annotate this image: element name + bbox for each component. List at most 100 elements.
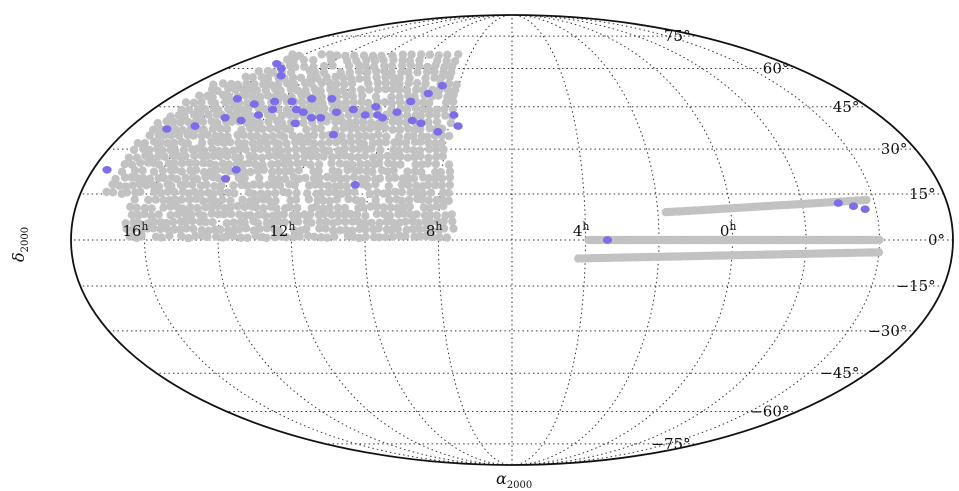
survey-point bbox=[424, 117, 433, 127]
survey-point bbox=[226, 196, 235, 206]
survey-point bbox=[218, 195, 227, 204]
survey-point bbox=[235, 210, 244, 219]
survey-point bbox=[255, 138, 265, 147]
survey-point bbox=[257, 153, 267, 162]
survey-point bbox=[412, 181, 421, 190]
highlight-point bbox=[327, 95, 337, 103]
survey-point bbox=[352, 210, 362, 219]
survey-point bbox=[207, 117, 216, 126]
survey-point bbox=[245, 151, 254, 161]
survey-point bbox=[255, 173, 264, 183]
survey-point bbox=[318, 131, 327, 140]
highlight-point bbox=[453, 122, 463, 130]
survey-point bbox=[240, 173, 249, 183]
survey-point bbox=[142, 181, 151, 190]
dec-tick-label: 60° bbox=[763, 60, 790, 78]
survey-point bbox=[387, 99, 396, 108]
survey-point bbox=[294, 51, 304, 60]
survey-point bbox=[305, 146, 314, 155]
survey-point bbox=[319, 152, 328, 161]
survey-point bbox=[395, 125, 405, 134]
survey-point bbox=[233, 202, 242, 211]
survey-point bbox=[324, 138, 334, 147]
survey-point bbox=[292, 188, 301, 198]
survey-point bbox=[434, 225, 444, 235]
survey-point bbox=[250, 79, 259, 89]
survey-point bbox=[312, 189, 321, 198]
survey-point bbox=[443, 50, 452, 60]
survey-point bbox=[423, 62, 432, 72]
ra-tick-label: 4h bbox=[573, 220, 590, 240]
survey-point bbox=[340, 80, 349, 89]
survey-point bbox=[389, 152, 399, 161]
survey-point bbox=[245, 197, 255, 206]
highlight-point bbox=[602, 236, 613, 244]
survey-point bbox=[417, 132, 426, 141]
survey-point bbox=[246, 131, 255, 141]
survey-point bbox=[166, 112, 175, 121]
survey-point bbox=[165, 196, 174, 205]
survey-point bbox=[212, 232, 221, 241]
survey-point bbox=[333, 209, 343, 219]
survey-point bbox=[424, 196, 433, 205]
survey-point bbox=[444, 160, 454, 169]
survey-point bbox=[166, 165, 175, 175]
survey-point bbox=[185, 195, 194, 204]
highlight-point bbox=[291, 105, 301, 114]
survey-point bbox=[301, 86, 310, 95]
survey-point bbox=[428, 232, 437, 241]
survey-point bbox=[319, 61, 329, 71]
ra-tick-label: 8h bbox=[426, 220, 443, 240]
survey-point bbox=[311, 146, 320, 155]
survey-point bbox=[361, 211, 370, 221]
survey-point bbox=[325, 203, 334, 213]
survey-point bbox=[403, 132, 412, 141]
survey-point bbox=[398, 50, 408, 59]
survey-stripe-upper-point bbox=[661, 208, 671, 217]
survey-point bbox=[166, 211, 175, 220]
survey-point bbox=[368, 139, 378, 148]
survey-point bbox=[128, 181, 137, 190]
survey-point bbox=[158, 166, 167, 175]
survey-point bbox=[403, 153, 412, 162]
survey-point bbox=[315, 217, 324, 226]
survey-point bbox=[449, 97, 458, 106]
survey-point bbox=[177, 159, 187, 168]
survey-point bbox=[426, 188, 436, 197]
survey-point bbox=[266, 124, 275, 133]
survey-point bbox=[193, 203, 202, 213]
survey-point bbox=[292, 152, 301, 161]
survey-point bbox=[413, 194, 422, 204]
highlight-point bbox=[416, 119, 426, 128]
survey-point bbox=[359, 117, 368, 127]
dec-tick-label: −60° bbox=[750, 403, 789, 421]
survey-point bbox=[395, 92, 404, 102]
survey-point bbox=[290, 226, 299, 235]
survey-point bbox=[357, 174, 366, 183]
survey-point bbox=[273, 159, 282, 168]
survey-point bbox=[291, 137, 300, 147]
survey-point bbox=[147, 204, 156, 213]
survey-point bbox=[361, 225, 370, 234]
survey-point bbox=[300, 152, 309, 161]
survey-point bbox=[153, 119, 162, 128]
survey-point bbox=[278, 153, 288, 162]
survey-point bbox=[293, 159, 302, 168]
survey-point bbox=[342, 182, 351, 191]
survey-point bbox=[140, 139, 149, 148]
survey-point bbox=[129, 224, 138, 234]
survey-point bbox=[166, 145, 175, 155]
survey-point bbox=[274, 167, 284, 176]
survey-point bbox=[354, 131, 363, 140]
survey-point bbox=[178, 125, 187, 135]
survey-point bbox=[189, 98, 199, 108]
survey-point bbox=[231, 153, 240, 162]
survey-point bbox=[360, 151, 370, 160]
survey-point bbox=[260, 132, 270, 142]
survey-point bbox=[259, 80, 268, 89]
survey-point bbox=[437, 138, 446, 148]
survey-point bbox=[439, 188, 448, 197]
survey-point bbox=[125, 232, 134, 241]
survey-point bbox=[207, 203, 216, 212]
survey-point bbox=[324, 188, 333, 197]
